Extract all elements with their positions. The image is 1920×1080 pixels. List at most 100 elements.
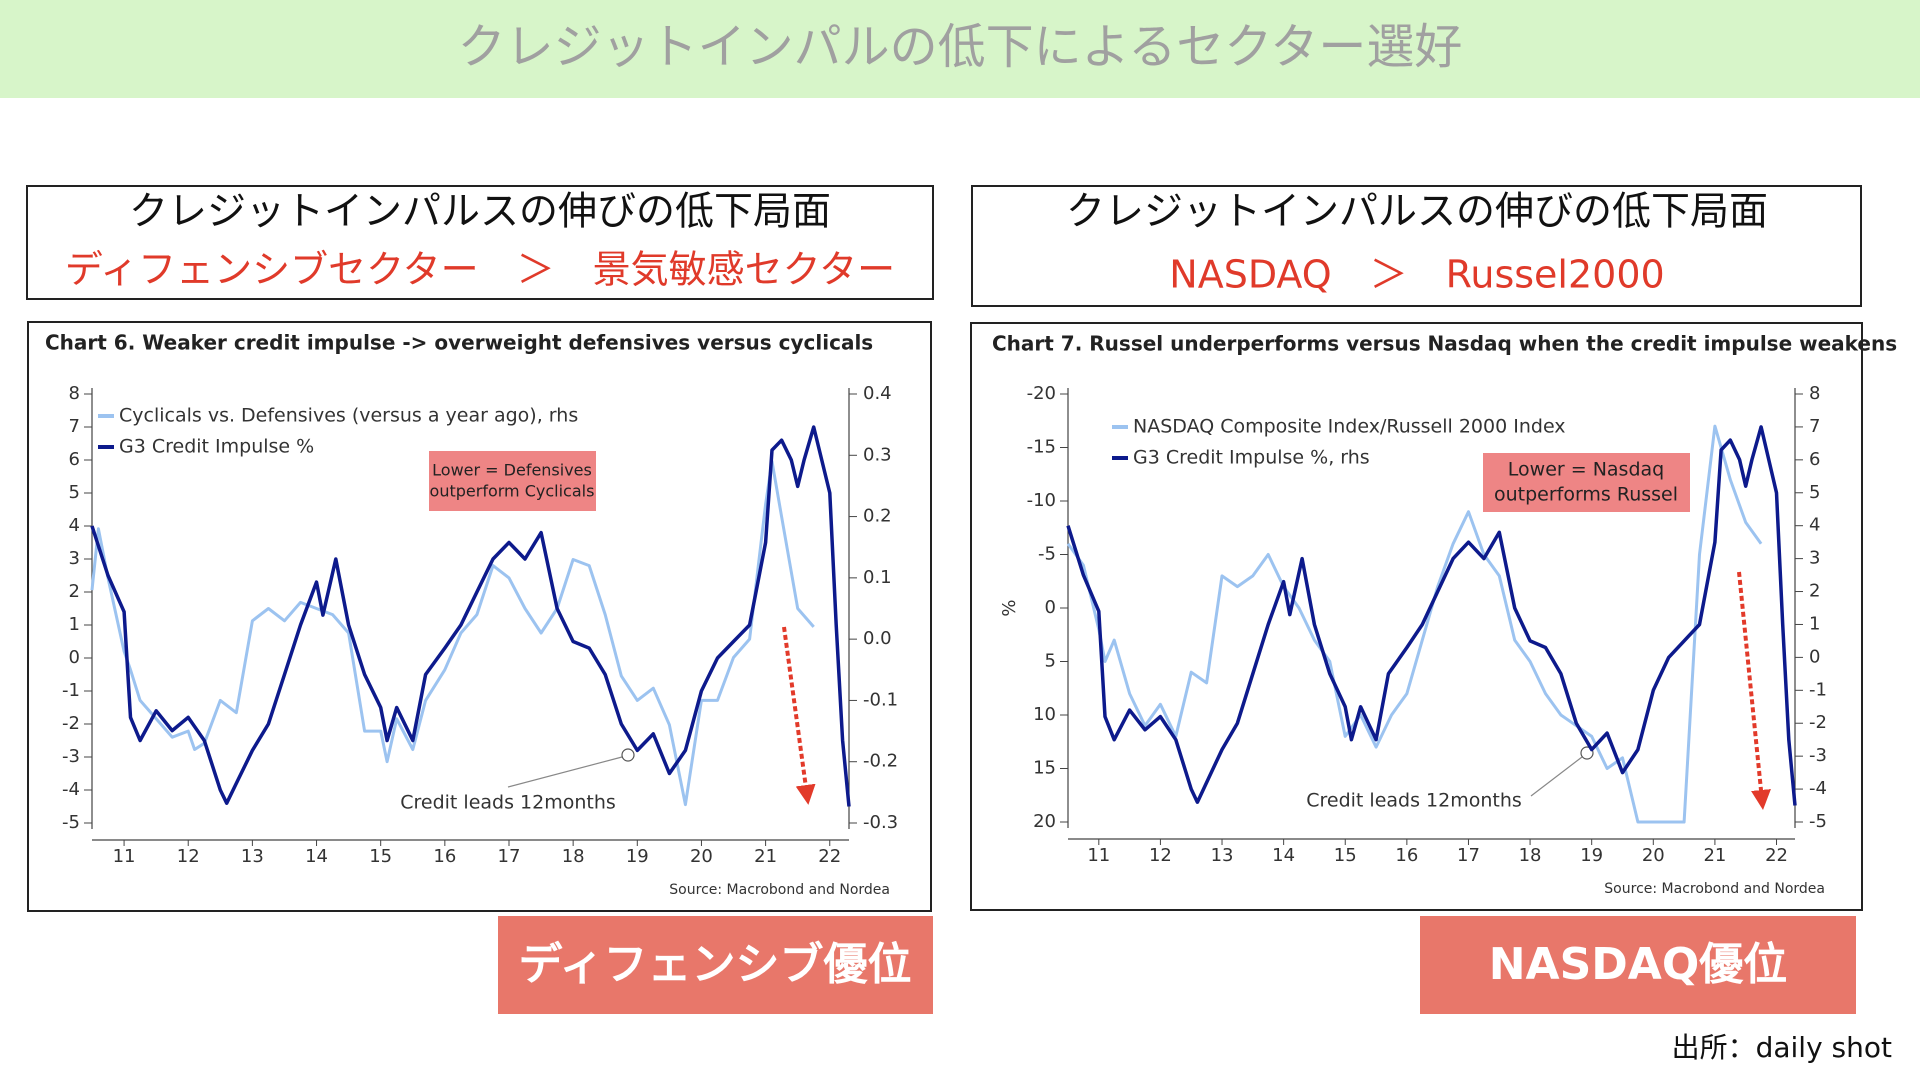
x-tick-label: 16 [433,846,456,867]
panel-heading: クレジットインパルスの伸びの低下局面 [1066,190,1768,235]
y2-tick-label: -0.2 [863,751,898,772]
badge-text: NASDAQ優位 [1489,939,1788,990]
y2-tick-label: -0.1 [863,689,898,710]
chart-box [970,322,1863,911]
y-tick-label: 20 [1033,811,1056,832]
y-tick-label: 5 [1045,651,1056,672]
callout-text: Credit leads 12months [400,792,616,814]
legend-label: G3 Credit Impulse % [119,436,314,458]
y2-tick-label: 6 [1809,449,1820,470]
y-tick-label: 10 [1033,704,1056,725]
chart-title: Chart 6. Weaker credit impulse -> overwe… [45,331,873,355]
badge [1420,916,1856,1014]
callout-text: Credit leads 12months [1306,790,1522,812]
callout-circle [1580,746,1594,760]
x-tick-label: 19 [626,846,649,867]
y2-tick-label: 0.0 [863,628,892,649]
note-box [1483,453,1690,512]
x-tick-label: 12 [1149,845,1172,866]
x-tick-label: 17 [498,846,521,867]
x-tick-label: 19 [1580,845,1603,866]
callout-circle [621,748,635,762]
x-tick-label: 18 [1519,845,1542,866]
y-tick-label: 1 [69,614,80,635]
legend-label: NASDAQ Composite Index/Russell 2000 Inde… [1133,416,1566,438]
series-line [1066,424,1763,824]
y-tick-label: -1 [62,680,80,701]
y2-tick-label: 7 [1809,416,1820,437]
y2-tick-label: 1 [1809,613,1820,634]
panel-comparison: ディフェンシブセクター ＞ 景気敏感セクター [65,248,895,292]
x-tick-label: 20 [690,846,713,867]
legend-label: Cyclicals vs. Defensives (versus a year … [119,405,578,427]
series-line [90,425,851,807]
x-tick-label: 13 [241,846,264,867]
y-tick-label: 7 [69,416,80,437]
y2-tick-label: -2 [1809,712,1827,733]
x-tick-label: 16 [1395,845,1418,866]
note-text: outperforms Russel [1494,484,1678,506]
y2-tick-label: -1 [1809,679,1827,700]
x-tick-label: 15 [1334,845,1357,866]
x-tick-label: 21 [754,846,777,867]
x-tick-label: 21 [1703,845,1726,866]
chart-source: Source: Macrobond and Nordea [1604,881,1825,897]
y-tick-label: -5 [62,812,80,833]
x-tick-label: 13 [1211,845,1234,866]
y-tick-label: -10 [1027,490,1056,511]
y2-tick-label: -0.3 [863,812,898,833]
y-tick-label: -2 [62,713,80,734]
x-tick-label: 22 [1765,845,1788,866]
callout-leader [1530,756,1583,797]
y2-tick-label: 0.4 [863,383,892,404]
y-tick-label: 6 [69,449,80,470]
y2-tick-label: 0.2 [863,506,892,527]
y2-tick-label: -5 [1809,811,1827,832]
panel-comparison: NASDAQ ＞ Russel2000 [1169,253,1664,297]
x-tick-label: 22 [818,846,841,867]
y-tick-label: 0 [1045,597,1056,618]
y-tick-label: 8 [69,383,80,404]
callout-leader [507,756,623,788]
x-tick-label: 15 [369,846,392,867]
y2-tick-label: 5 [1809,482,1820,503]
chart-source: Source: Macrobond and Nordea [669,882,890,898]
x-tick-label: 11 [1087,845,1110,866]
x-tick-label: 14 [305,846,328,867]
series-line [1066,425,1797,806]
y2-tick-label: -3 [1809,745,1827,766]
header-band [0,0,1920,98]
legend-label: G3 Credit Impulse %, rhs [1133,447,1370,469]
footer-source: 出所：daily shot [1672,1031,1892,1064]
series-line [90,459,815,807]
y2-tick-label: 3 [1809,548,1820,569]
y-tick-label: -4 [62,779,80,800]
note-text: outperform Cyclicals [430,482,595,501]
x-tick-label: 14 [1272,845,1295,866]
y2-tick-label: 0.3 [863,444,892,465]
note-text: Lower = Defensives [432,461,592,480]
y-tick-label: 2 [69,581,80,602]
y-axis-label: % [999,599,1020,616]
y-tick-label: -3 [62,746,80,767]
note-text: Lower = Nasdaq [1508,459,1664,481]
trend-arrow [1737,571,1771,810]
x-tick-label: 17 [1457,845,1480,866]
y-tick-label: 3 [69,548,80,569]
y-tick-label: 5 [69,482,80,503]
y-tick-label: 0 [69,647,80,668]
x-tick-label: 11 [113,846,136,867]
panel-box [26,185,934,300]
x-tick-label: 20 [1642,845,1665,866]
y2-tick-label: 8 [1809,383,1820,404]
y-tick-label: -15 [1027,437,1056,458]
trend-arrow [782,626,816,805]
note-box [429,451,596,511]
y-tick-label: 15 [1033,758,1056,779]
y-tick-label: 4 [69,515,80,536]
x-tick-label: 18 [562,846,585,867]
y-tick-label: -5 [1038,544,1056,565]
badge-text: ディフェンシブ優位 [519,939,912,990]
